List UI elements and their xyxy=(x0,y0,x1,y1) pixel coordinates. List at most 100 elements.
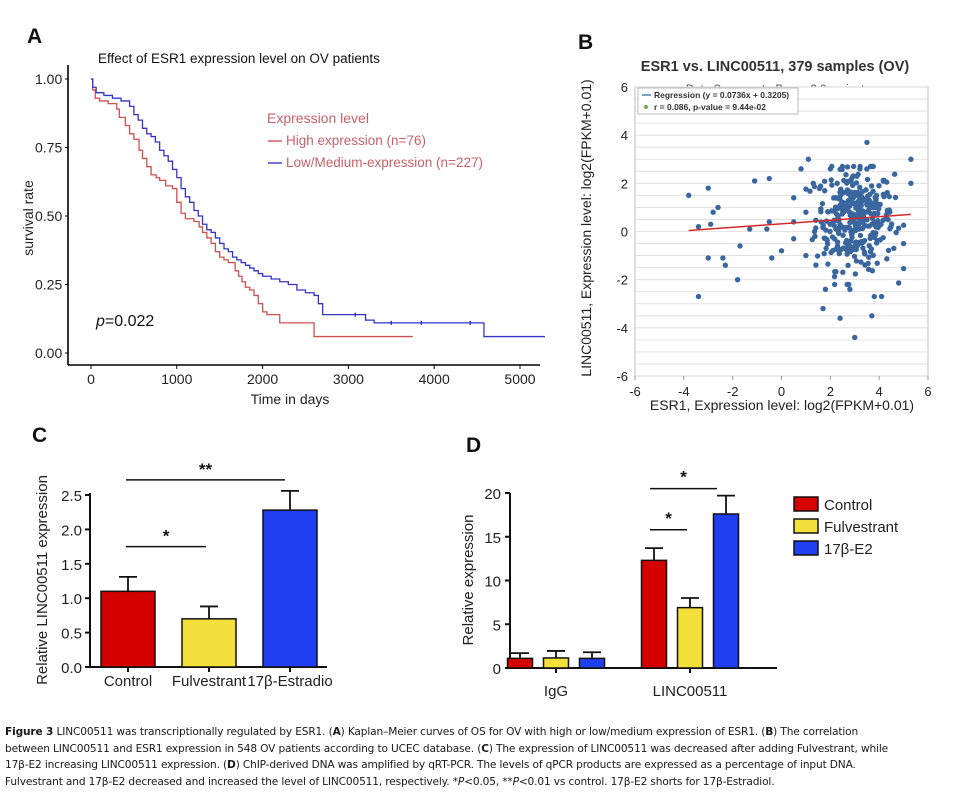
caption-text: Fulvestrant and 17β-E2 decreased and inc… xyxy=(5,776,458,789)
correlation-scatter-chart: ESR1 vs. LINC00511, 379 samples (OV)Data… xyxy=(578,59,932,413)
scatter-point xyxy=(884,189,890,196)
scatter-point xyxy=(825,209,831,215)
scatter-point xyxy=(874,260,880,266)
bar-0-2 xyxy=(578,657,606,669)
scatter-point xyxy=(695,293,702,300)
scatter-point xyxy=(908,180,914,187)
scatter-point xyxy=(823,227,829,233)
scatter-point xyxy=(737,243,743,249)
km-curve-low xyxy=(91,78,545,338)
legend-stat-label: r = 0.086, p-value = 9.44e-02 xyxy=(654,102,766,112)
scatter-point xyxy=(858,202,864,209)
x-axis-label: ESR1, Expression level: log2(FPKM+0.01) xyxy=(650,397,914,413)
y-tick-label: 15 xyxy=(484,530,501,547)
scatter-point xyxy=(855,171,861,178)
x-tick-label: 4 xyxy=(876,384,883,399)
scatter-point xyxy=(807,188,813,194)
scatter-point xyxy=(828,177,834,183)
scatter-point xyxy=(843,172,849,178)
scatter-point xyxy=(818,206,824,212)
y-tick-label: -4 xyxy=(616,321,628,336)
scatter-point xyxy=(831,273,838,280)
scatter-point xyxy=(832,195,838,201)
scatter-point xyxy=(710,209,716,215)
legend-title: Expression level xyxy=(267,110,369,126)
scatter-point xyxy=(864,193,871,199)
scatter-point xyxy=(766,219,772,225)
bar-1-0 xyxy=(640,559,668,669)
scatter-point xyxy=(849,174,855,181)
bar-0-1 xyxy=(542,657,570,669)
y-tick-label: 2.0 xyxy=(61,522,82,539)
x-tick-label: 5000 xyxy=(504,371,535,387)
scatter-point xyxy=(686,192,692,199)
scatter-point xyxy=(853,227,859,234)
scatter-point xyxy=(872,222,879,229)
y-tick-label: -6 xyxy=(616,369,628,384)
scatter-point xyxy=(853,180,860,186)
scatter-point xyxy=(853,220,860,226)
scatter-point xyxy=(695,223,702,230)
y-tick-label: 0 xyxy=(621,225,628,240)
scatter-point xyxy=(813,225,819,231)
scatter-point xyxy=(852,239,858,246)
scatter-point xyxy=(798,166,804,172)
x-tick-label: 0 xyxy=(778,384,785,399)
scatter-point xyxy=(869,313,875,319)
bar-2 xyxy=(262,509,318,668)
scatter-point xyxy=(850,211,856,217)
x-tick-label: -4 xyxy=(678,384,690,399)
scatter-point xyxy=(857,166,863,172)
scatter-point xyxy=(876,205,882,212)
scatter-point xyxy=(836,226,842,233)
scatter-point xyxy=(811,183,818,190)
scatter-point xyxy=(817,183,824,189)
bar-chart-d: 0 5 10 15 20 Relative expression IgG LINC00511 *… xyxy=(460,468,899,700)
scatter-point xyxy=(886,193,893,200)
scatter-point xyxy=(747,226,753,232)
scatter-point xyxy=(812,233,818,240)
scatter-point xyxy=(868,246,875,252)
legend-label: High expression (n=76) xyxy=(286,133,426,148)
caption-line: between LINC00511 and ESR1 expression in… xyxy=(5,741,955,758)
scatter-point xyxy=(862,262,868,268)
caption-line: Figure 3 LINC00511 was transcriptionally… xyxy=(5,724,955,741)
scatter-point xyxy=(821,178,828,184)
legend-label: Low/Medium-expression (n=227) xyxy=(286,155,483,170)
scatter-point xyxy=(837,315,843,321)
scatter-point xyxy=(839,166,845,173)
x-tick-label: 1000 xyxy=(161,371,192,387)
scatter-point xyxy=(851,253,858,260)
scatter-point xyxy=(829,163,835,170)
scatter-point xyxy=(878,293,885,300)
scatter-point xyxy=(819,200,826,207)
scatter-point xyxy=(832,204,839,210)
caption-text: D xyxy=(227,759,236,772)
scatter-point xyxy=(855,208,862,214)
caption-text: ) The expression of LINC00511 was decrea… xyxy=(488,742,889,755)
panel-label-c: C xyxy=(32,424,48,447)
scatter-point xyxy=(835,246,841,253)
legend-swatch xyxy=(793,540,819,556)
scatter-point xyxy=(820,305,826,312)
scatter-point xyxy=(875,210,881,217)
x-tick-label: 17β-Estradio xyxy=(247,673,332,690)
scatter-point xyxy=(854,189,861,195)
y-tick-label: 20 xyxy=(484,486,501,503)
caption-text: ) The correlation xyxy=(773,726,859,738)
scatter-point xyxy=(853,246,859,253)
caption-text: P xyxy=(457,776,465,789)
y-tick-label: 4 xyxy=(621,128,628,143)
y-tick-label: 0.5 xyxy=(61,626,82,643)
bar-0 xyxy=(100,590,156,668)
x-tick-label: LINC00511 xyxy=(653,683,728,700)
significance-marker: ** xyxy=(199,460,213,479)
legend-label: 17β-E2 xyxy=(824,541,873,558)
scatter-point xyxy=(865,223,872,229)
caption-text: ) Kaplan–Meier curves of OS for OV with … xyxy=(340,726,766,738)
scatter-point xyxy=(900,240,907,247)
scatter-point xyxy=(876,183,882,189)
scatter-point xyxy=(844,237,850,244)
scatter-point xyxy=(837,221,843,228)
legend-label: Fulvestrant xyxy=(824,519,899,536)
